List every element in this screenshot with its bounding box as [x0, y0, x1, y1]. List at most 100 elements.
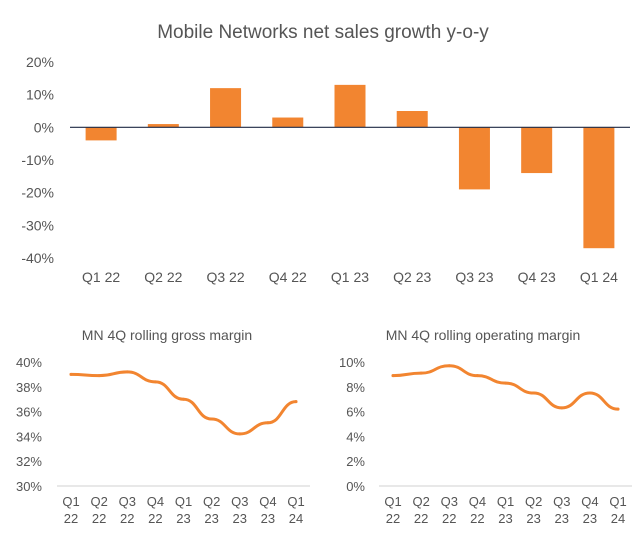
- bar-q4-22: [272, 117, 304, 128]
- x-tick-label-year: 24: [611, 511, 625, 526]
- y-tick-label: -20%: [21, 185, 54, 201]
- data-point: [447, 364, 451, 368]
- operating-margin-line-chart: 10% 8% 6% 4% 2% 0% Q1 22 Q2 22 Q3 22 Q4 22 Q1 23 Q2 23 Q3 2…: [339, 355, 632, 526]
- y-tick-label: 36%: [16, 405, 42, 420]
- x-tick-label-quarter: Q4: [259, 494, 276, 509]
- x-tick-label-year: 23: [176, 511, 190, 526]
- data-point: [153, 380, 157, 384]
- x-tick-label-year: 22: [64, 511, 78, 526]
- data-point: [391, 374, 395, 378]
- data-point: [504, 381, 507, 385]
- x-tick-label-quarter: Q4: [581, 494, 598, 509]
- x-tick-label-quarter: Q1: [497, 494, 514, 509]
- x-tick-label: Q3 23: [455, 269, 493, 285]
- x-tick-label-year: 23: [498, 511, 512, 526]
- x-tick-label: Q4 23: [518, 269, 556, 285]
- y-tick-label: 0%: [346, 479, 365, 494]
- bar-q2-22: [147, 124, 179, 128]
- x-tick-label-quarter: Q2: [412, 494, 429, 509]
- y-tick-label: 10%: [339, 355, 365, 370]
- x-tick-label-quarter: Q2: [525, 494, 542, 509]
- y-tick-label: 40%: [16, 355, 42, 370]
- y-tick-label: 8%: [346, 380, 365, 395]
- x-tick-label-year: 24: [289, 511, 303, 526]
- data-point: [182, 397, 185, 401]
- y-tick-label: 20%: [26, 54, 54, 70]
- operating-margin-chart-title: MN 4Q rolling operating margin: [386, 327, 581, 343]
- data-point: [69, 372, 73, 376]
- x-tick-label-year: 23: [526, 511, 540, 526]
- data-point: [419, 371, 423, 375]
- x-tick-label-year: 23: [583, 511, 597, 526]
- x-tick-label-quarter: Q1: [384, 494, 401, 509]
- gross-margin-chart-title: MN 4Q rolling gross margin: [82, 327, 252, 343]
- x-tick-label: Q3 22: [206, 269, 244, 285]
- x-tick-label-year: 23: [233, 511, 247, 526]
- x-tick-label-quarter: Q4: [469, 494, 486, 509]
- x-tick-label: Q1 23: [331, 269, 369, 285]
- x-tick-label-year: 22: [92, 511, 106, 526]
- data-point: [560, 406, 564, 410]
- x-tick-label-year: 23: [555, 511, 569, 526]
- y-tick-label: -10%: [21, 152, 54, 168]
- series-line: [69, 370, 298, 436]
- y-tick-label: 4%: [346, 429, 365, 444]
- x-tick-label-quarter: Q3: [231, 494, 248, 509]
- bar-chart-title: Mobile Networks net sales growth y-o-y: [157, 22, 489, 43]
- net-sales-growth-bar-chart: 20% 10% 0% -10% -20% -30% -40% Q1 22 Q2 22 Q3 22 Q…: [21, 54, 630, 285]
- x-tick-label-year: 22: [470, 511, 484, 526]
- gross-margin-line-chart: 40% 38% 36% 34% 32% 30% Q1 22 Q2 22 Q3 22 Q4 22 Q1 23 Q2…: [16, 355, 310, 526]
- x-tick-label: Q4 22: [269, 269, 307, 285]
- x-tick-label: Q1 24: [580, 269, 618, 285]
- x-tick-label-quarter: Q2: [90, 494, 107, 509]
- x-tick-label: Q2 22: [144, 269, 182, 285]
- series-line: [391, 364, 620, 411]
- x-tick-label-quarter: Q1: [175, 494, 192, 509]
- bar-q1-24: [583, 127, 615, 249]
- x-tick-label-quarter: Q3: [553, 494, 570, 509]
- bar-q1-22: [85, 127, 117, 141]
- x-tick-label-year: 22: [386, 511, 400, 526]
- data-point: [266, 421, 270, 425]
- y-tick-label: 32%: [16, 454, 42, 469]
- y-tick-label: 38%: [16, 380, 42, 395]
- x-tick-label: Q2 23: [393, 269, 431, 285]
- bar-q3-23: [458, 127, 490, 190]
- y-tick-label: 34%: [16, 429, 42, 444]
- x-tick-label-year: 23: [261, 511, 275, 526]
- y-tick-label: -30%: [21, 217, 54, 233]
- y-tick-label: -40%: [21, 250, 54, 266]
- data-point: [238, 432, 242, 436]
- data-point: [532, 391, 536, 395]
- y-tick-label: 0%: [34, 119, 54, 135]
- bar-q1-23: [334, 84, 366, 128]
- x-tick-label-quarter: Q1: [62, 494, 79, 509]
- y-tick-label: 2%: [346, 454, 365, 469]
- data-point: [210, 417, 214, 421]
- x-tick-label-year: 22: [120, 511, 134, 526]
- data-point: [294, 400, 298, 404]
- data-point: [475, 374, 479, 378]
- x-tick-label-year: 22: [414, 511, 428, 526]
- x-tick-label-quarter: Q3: [441, 494, 458, 509]
- y-tick-label: 10%: [26, 87, 54, 103]
- data-point: [616, 407, 620, 411]
- x-tick-label-quarter: Q3: [119, 494, 136, 509]
- x-tick-label-quarter: Q2: [203, 494, 220, 509]
- data-point: [97, 374, 101, 378]
- x-tick-label-year: 22: [148, 511, 162, 526]
- x-tick-label-quarter: Q4: [147, 494, 164, 509]
- data-point: [588, 391, 592, 395]
- x-tick-label-year: 23: [204, 511, 218, 526]
- x-tick-label: Q1 22: [82, 269, 120, 285]
- bar-q4-23: [521, 127, 553, 174]
- x-tick-label-quarter: Q1: [609, 494, 626, 509]
- data-point: [125, 370, 129, 374]
- y-tick-label: 30%: [16, 479, 42, 494]
- bar-q3-22: [210, 88, 242, 128]
- x-tick-label-year: 22: [442, 511, 456, 526]
- bar-q2-23: [396, 111, 428, 128]
- y-tick-label: 6%: [346, 405, 365, 420]
- x-tick-label-quarter: Q1: [287, 494, 304, 509]
